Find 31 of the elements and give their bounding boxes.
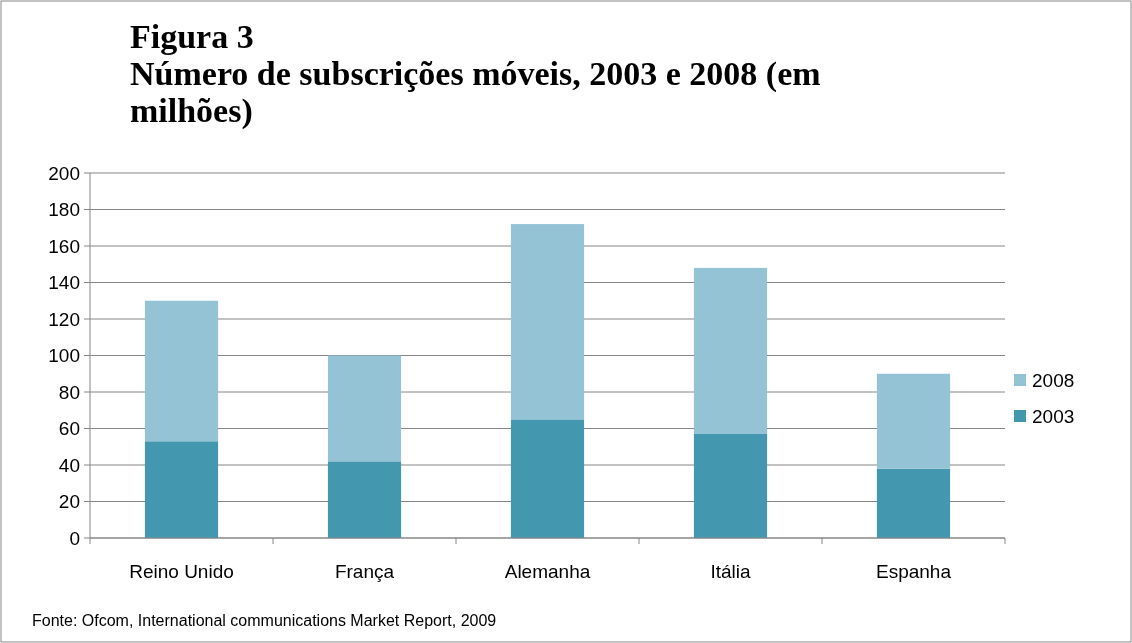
legend-label: 2003 — [1032, 405, 1075, 427]
bar — [327, 461, 402, 538]
x-tick-label: Itália — [710, 561, 751, 582]
bar — [144, 441, 219, 538]
bar — [693, 433, 768, 538]
y-tick-label: 200 — [48, 162, 80, 184]
bar — [510, 224, 585, 420]
y-tick-label: 60 — [58, 418, 80, 440]
bar — [693, 267, 768, 434]
bar — [876, 373, 951, 469]
source-note: Fonte: Ofcom, International communications Market Report, 2009 — [32, 612, 497, 629]
y-tick-label: 0 — [69, 527, 80, 549]
x-tick-label: Espanha — [875, 561, 952, 582]
bar — [510, 419, 585, 538]
y-tick-label: 40 — [58, 454, 80, 476]
chart-title: Figura 3 — [130, 18, 254, 55]
y-tick-label: 100 — [48, 345, 80, 367]
y-tick-label: 20 — [58, 491, 80, 513]
bar — [144, 300, 219, 442]
y-tick-label: 160 — [48, 235, 80, 257]
y-tick-label: 80 — [58, 381, 80, 403]
y-tick-label: 140 — [48, 272, 80, 294]
bar — [876, 468, 951, 538]
x-tick-label: Reino Unido — [129, 561, 234, 582]
chart-subtitle: Número de subscrições móveis, 2003 e 2008 (em milhões) — [130, 55, 821, 130]
bar — [327, 355, 402, 462]
y-tick-label: 120 — [48, 308, 80, 330]
x-tick-label: França — [334, 561, 395, 582]
legend-label: 2008 — [1032, 369, 1075, 391]
y-tick-label: 180 — [48, 199, 80, 221]
x-tick-label: Alemanha — [504, 561, 591, 582]
